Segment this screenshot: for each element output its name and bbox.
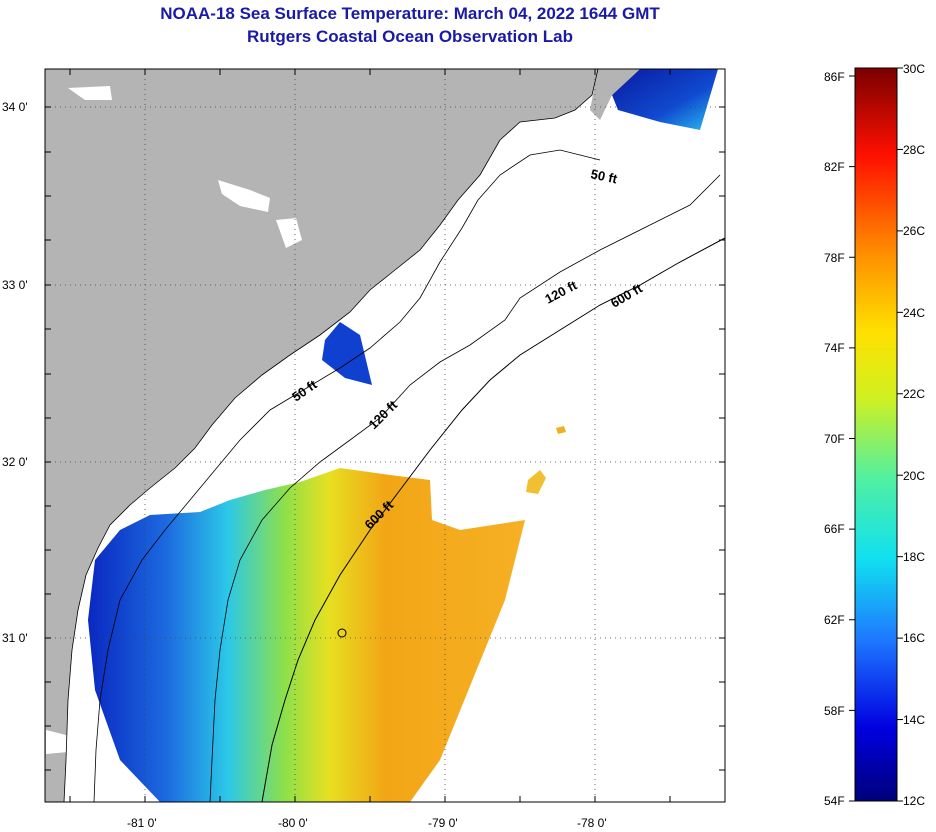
graticule [45, 69, 725, 802]
cb-c-28: 28C [903, 143, 926, 157]
cb-c-26: 26C [903, 224, 926, 238]
lon-label-78: -78 0' [577, 816, 607, 830]
cb-f-58: 58F [824, 704, 845, 718]
lon-label-81: -81 0' [127, 816, 157, 830]
lat-label-34: 34 0' [2, 100, 28, 114]
land-northeast [590, 69, 640, 120]
lon-label-80: -80 0' [278, 816, 308, 830]
map-title: NOAA-18 Sea Surface Temperature: March 0… [160, 4, 660, 23]
cloud-speck [46, 730, 70, 754]
lat-label-33: 33 0' [2, 278, 28, 292]
coastline [63, 69, 599, 802]
cb-c-22: 22C [903, 387, 926, 401]
isobath-50ft [93, 149, 601, 802]
land [45, 69, 598, 802]
sst-patch-east [526, 470, 546, 494]
cb-f-78: 78F [824, 251, 845, 265]
cb-f-62: 62F [824, 613, 845, 627]
cb-f-74: 74F [824, 341, 845, 355]
cb-f-82: 82F [824, 160, 845, 174]
colorbar [854, 67, 898, 802]
sst-patch-nearshore [322, 322, 372, 385]
cb-c-14: 14C [903, 713, 926, 727]
cloud-speck [276, 218, 302, 248]
buoy-marker [337, 628, 347, 638]
cb-f-70: 70F [824, 432, 845, 446]
cb-c-18: 18C [903, 550, 926, 564]
axis-ticks [45, 69, 725, 802]
sst-patch-small [556, 426, 566, 434]
cloud-speck [218, 180, 270, 212]
sst-patch-northeast [612, 69, 718, 130]
cb-f-66: 66F [824, 522, 845, 536]
cloud-speck [68, 86, 112, 100]
sst-swath [88, 468, 525, 802]
cb-c-12: 12C [903, 794, 926, 808]
cb-c-30: 30C [903, 62, 926, 76]
colorbar-ticks [849, 67, 903, 802]
cb-c-20: 20C [903, 469, 926, 483]
cb-f-54: 54F [824, 794, 845, 808]
lat-label-31: 31 0' [2, 631, 28, 645]
map-frame [44, 68, 726, 803]
lon-label-79: -79 0' [428, 816, 458, 830]
cb-c-16: 16C [903, 631, 926, 645]
lat-label-32: 32 0' [2, 455, 28, 469]
isobath-600ft [261, 237, 725, 802]
cb-c-24: 24C [903, 306, 926, 320]
cb-f-86: 86F [824, 70, 845, 84]
map-subtitle: Rutgers Coastal Ocean Observation Lab [247, 27, 573, 46]
contour-label-50ft-north: 50 ft [589, 166, 619, 186]
isobath-120ft [209, 174, 721, 802]
